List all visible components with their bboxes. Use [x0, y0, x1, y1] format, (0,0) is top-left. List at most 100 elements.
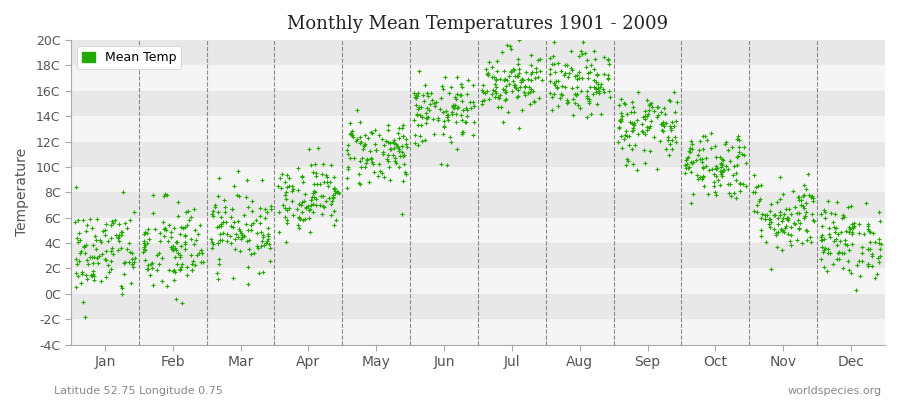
Point: [733, 136, 747, 143]
Point: [828, 235, 842, 242]
Point: [854, 258, 868, 264]
Point: [590, 101, 605, 108]
Point: [280, 172, 294, 178]
Point: [86, 242, 100, 248]
Point: [772, 195, 787, 202]
Point: [784, 241, 798, 248]
Point: [108, 216, 122, 223]
Point: [179, 222, 194, 228]
Point: [228, 236, 242, 242]
Point: [776, 190, 790, 197]
Point: [590, 72, 604, 78]
Point: [173, 267, 187, 273]
Point: [399, 170, 413, 177]
Point: [396, 152, 410, 159]
Point: [70, 235, 85, 242]
Point: [772, 212, 787, 218]
Point: [241, 280, 256, 287]
Point: [94, 239, 108, 246]
Point: [230, 234, 245, 240]
Point: [830, 242, 844, 248]
Point: [715, 156, 729, 162]
Point: [859, 200, 873, 206]
Point: [513, 83, 527, 90]
Point: [789, 236, 804, 243]
Point: [255, 243, 269, 250]
Point: [689, 172, 704, 178]
Point: [180, 264, 194, 270]
Point: [428, 100, 442, 106]
Point: [524, 71, 538, 77]
Point: [345, 128, 359, 134]
Point: [340, 175, 355, 182]
Point: [140, 226, 155, 232]
Point: [718, 139, 733, 145]
Point: [418, 115, 433, 121]
Point: [860, 223, 875, 230]
Point: [418, 82, 432, 88]
Point: [240, 226, 255, 233]
Point: [346, 155, 361, 162]
Point: [590, 71, 604, 77]
Point: [364, 156, 378, 162]
Point: [446, 109, 460, 116]
Point: [177, 240, 192, 247]
Point: [317, 179, 331, 185]
Point: [753, 196, 768, 202]
Point: [434, 161, 448, 168]
Point: [346, 132, 360, 138]
Point: [613, 116, 627, 123]
Point: [436, 130, 450, 137]
Point: [783, 210, 797, 217]
Point: [75, 269, 89, 275]
Point: [817, 264, 832, 271]
Point: [561, 98, 575, 105]
Point: [466, 119, 481, 126]
Point: [166, 225, 181, 231]
Point: [619, 162, 634, 168]
Point: [175, 261, 189, 268]
Point: [263, 244, 277, 251]
Point: [146, 282, 160, 288]
Point: [551, 78, 565, 84]
Point: [460, 91, 474, 97]
Point: [430, 117, 445, 123]
Point: [182, 217, 196, 223]
Point: [818, 208, 832, 215]
Point: [680, 161, 694, 168]
Point: [680, 155, 694, 161]
Point: [512, 125, 526, 132]
Point: [75, 271, 89, 277]
Point: [397, 152, 411, 158]
Point: [308, 189, 322, 196]
Point: [700, 136, 715, 143]
Point: [304, 197, 319, 204]
Point: [137, 238, 151, 244]
Point: [706, 171, 721, 178]
Point: [837, 214, 851, 220]
Point: [849, 287, 863, 293]
Point: [523, 101, 537, 108]
Point: [285, 188, 300, 194]
Point: [291, 165, 305, 171]
Point: [436, 124, 451, 130]
Point: [353, 181, 367, 187]
Point: [840, 242, 854, 248]
Point: [511, 56, 526, 62]
Text: Latitude 52.75 Longitude 0.75: Latitude 52.75 Longitude 0.75: [54, 386, 223, 396]
Point: [759, 239, 773, 245]
Point: [679, 162, 693, 168]
Point: [428, 99, 443, 105]
Point: [726, 172, 741, 178]
Point: [104, 245, 119, 251]
Point: [115, 290, 130, 297]
Point: [805, 193, 819, 199]
Point: [806, 195, 820, 202]
Point: [379, 138, 393, 144]
Point: [264, 203, 278, 210]
Point: [486, 86, 500, 93]
Point: [436, 109, 450, 116]
Point: [390, 143, 404, 150]
Point: [427, 131, 441, 137]
Point: [723, 158, 737, 165]
